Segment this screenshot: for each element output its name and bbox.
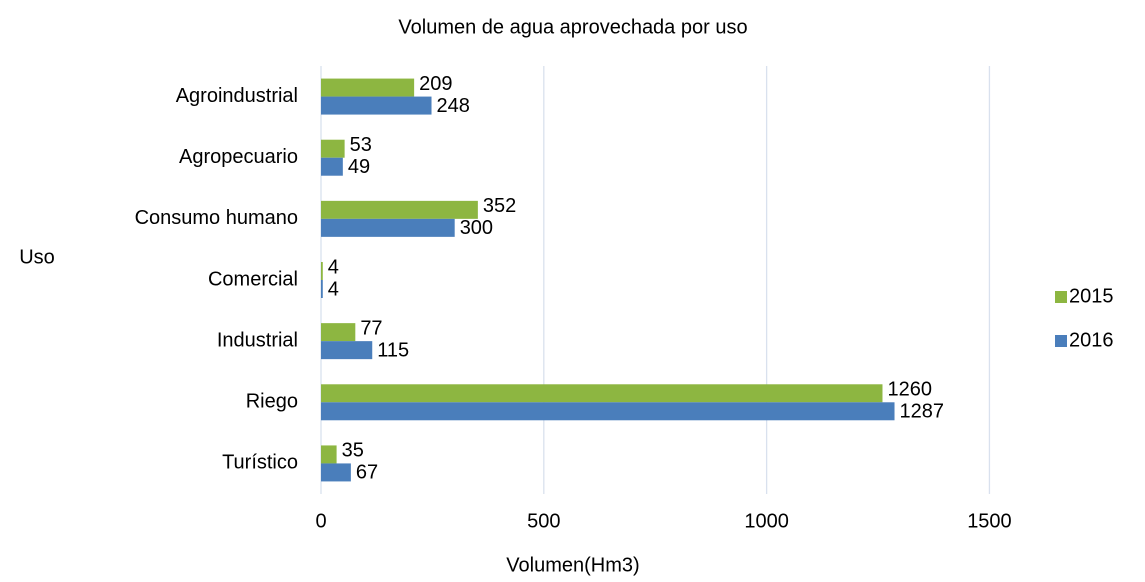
value-label: 1287	[900, 401, 945, 423]
value-label: 77	[360, 317, 382, 339]
x-tick-label: 1500	[967, 510, 1012, 532]
y-tick-label: Comercial	[208, 268, 298, 290]
value-label: 35	[342, 440, 364, 462]
bar	[321, 463, 351, 482]
value-label: 49	[348, 156, 370, 178]
x-tick-label: 0	[315, 510, 326, 532]
value-label: 67	[356, 462, 378, 484]
value-label: 352	[483, 195, 516, 217]
x-axis-label: Volumen(Hm3)	[506, 554, 639, 576]
bar	[321, 445, 337, 464]
bar	[321, 384, 883, 403]
legend-swatch	[1055, 291, 1067, 303]
value-label: 4	[328, 256, 339, 278]
value-label: 1260	[887, 379, 932, 401]
legend-label: 2016	[1069, 329, 1114, 351]
bar	[321, 218, 455, 237]
y-tick-label: Agropecuario	[179, 146, 298, 168]
y-tick-label: Riego	[246, 391, 298, 413]
value-label: 209	[419, 73, 452, 95]
bar	[321, 323, 356, 342]
y-tick-label: Consumo humano	[135, 207, 298, 229]
y-axis-label: Uso	[19, 246, 55, 268]
bar	[321, 402, 895, 421]
value-label: 53	[350, 134, 372, 156]
legend-swatch	[1055, 335, 1067, 347]
legend-label: 2015	[1069, 285, 1114, 307]
bar	[321, 341, 373, 360]
value-label: 300	[460, 217, 493, 239]
y-tick-label: Industrial	[217, 329, 298, 351]
bar	[321, 157, 343, 176]
bar	[321, 262, 323, 280]
bar	[321, 96, 432, 115]
bar	[321, 139, 345, 158]
y-tick-label: Agroindustrial	[176, 85, 298, 107]
bar	[321, 78, 415, 97]
value-label: 115	[377, 339, 409, 361]
y-tick-label: Turístico	[222, 452, 298, 474]
chart-title: Volumen de agua aprovechada por uso	[398, 16, 747, 38]
value-label: 248	[437, 95, 470, 117]
bar	[321, 200, 478, 219]
x-tick-label: 500	[527, 510, 560, 532]
x-tick-label: 1000	[744, 510, 789, 532]
bar	[321, 280, 323, 298]
value-label: 4	[328, 278, 339, 300]
